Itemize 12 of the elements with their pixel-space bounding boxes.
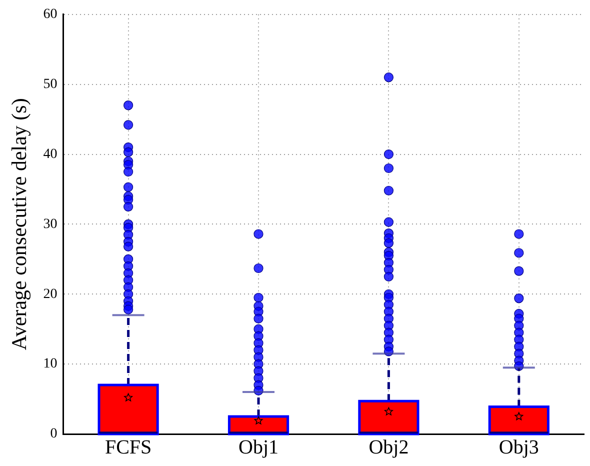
y-axis-title: Average consecutive delay (s) (7, 98, 32, 350)
y-tick-label: 60 (43, 7, 58, 22)
y-tick-label: 0 (50, 426, 58, 442)
y-tick-label: 30 (43, 216, 58, 232)
x-tick-label: Obj1 (238, 436, 278, 458)
x-tick-label: Obj3 (498, 436, 539, 458)
y-tick-label: 10 (43, 356, 58, 372)
x-tick-label: Obj2 (368, 436, 409, 458)
x-tick-label: FCFS (104, 436, 152, 458)
y-tick-label: 40 (43, 146, 58, 162)
y-tick-label: 50 (43, 77, 58, 92)
y-tick-label: 20 (43, 286, 58, 302)
